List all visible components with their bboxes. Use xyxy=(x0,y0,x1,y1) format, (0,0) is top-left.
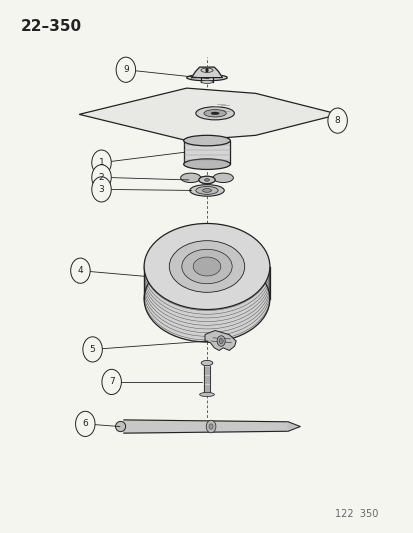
Ellipse shape xyxy=(200,80,213,83)
Ellipse shape xyxy=(183,159,230,169)
Text: 2: 2 xyxy=(98,173,104,182)
Ellipse shape xyxy=(199,392,214,397)
Ellipse shape xyxy=(201,360,212,366)
Ellipse shape xyxy=(195,187,218,195)
Text: 4: 4 xyxy=(77,266,83,275)
Ellipse shape xyxy=(198,176,215,183)
Circle shape xyxy=(206,420,216,433)
Ellipse shape xyxy=(193,257,220,276)
Ellipse shape xyxy=(186,75,227,81)
Ellipse shape xyxy=(204,179,209,181)
Circle shape xyxy=(83,337,102,362)
Ellipse shape xyxy=(204,110,226,117)
Text: 122  350: 122 350 xyxy=(335,510,378,519)
Text: 7: 7 xyxy=(109,377,114,386)
Circle shape xyxy=(71,258,90,283)
Polygon shape xyxy=(79,88,338,141)
Polygon shape xyxy=(183,141,230,164)
Text: 6: 6 xyxy=(82,419,88,429)
Text: 1: 1 xyxy=(98,158,104,167)
Polygon shape xyxy=(204,330,236,350)
Polygon shape xyxy=(204,366,209,394)
Ellipse shape xyxy=(169,241,244,292)
Ellipse shape xyxy=(202,189,211,192)
Text: 9: 9 xyxy=(123,65,128,74)
Circle shape xyxy=(209,424,213,429)
Ellipse shape xyxy=(144,223,269,310)
Circle shape xyxy=(205,68,208,72)
Polygon shape xyxy=(123,420,287,433)
Ellipse shape xyxy=(195,107,234,120)
Ellipse shape xyxy=(181,249,232,284)
Ellipse shape xyxy=(183,135,230,146)
Ellipse shape xyxy=(180,173,200,183)
Circle shape xyxy=(92,150,111,175)
Ellipse shape xyxy=(115,422,126,432)
Text: 3: 3 xyxy=(98,185,104,194)
Polygon shape xyxy=(191,67,222,78)
Ellipse shape xyxy=(144,256,269,342)
Polygon shape xyxy=(287,422,299,431)
Circle shape xyxy=(76,411,95,437)
Circle shape xyxy=(216,336,225,346)
Ellipse shape xyxy=(198,176,215,183)
Circle shape xyxy=(218,338,223,344)
Text: 22–350: 22–350 xyxy=(20,19,81,34)
Text: 5: 5 xyxy=(90,345,95,354)
Ellipse shape xyxy=(213,173,233,183)
Circle shape xyxy=(92,165,111,190)
Circle shape xyxy=(116,57,135,82)
Circle shape xyxy=(92,177,111,202)
Ellipse shape xyxy=(211,112,218,115)
Circle shape xyxy=(102,369,121,394)
Ellipse shape xyxy=(189,184,224,196)
Text: 8: 8 xyxy=(334,116,339,125)
Circle shape xyxy=(327,108,347,133)
